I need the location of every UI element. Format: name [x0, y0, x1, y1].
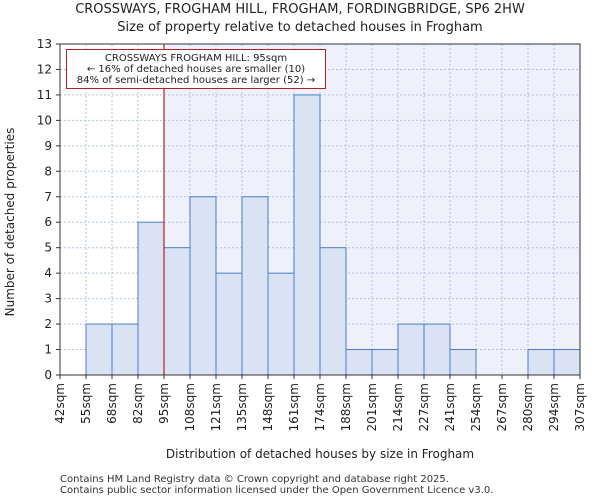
y-tick-label: 0: [44, 368, 52, 382]
x-tick-label: 294sqm: [547, 383, 561, 431]
bar: [215, 272, 243, 376]
bar: [449, 349, 477, 376]
x-tick-label: 307sqm: [573, 383, 587, 431]
x-tick-label: 108sqm: [183, 383, 197, 431]
y-axis-label: Number of detached properties: [3, 127, 17, 317]
x-tick-label: 55sqm: [79, 383, 93, 424]
bar: [397, 323, 425, 376]
y-tick-label: 5: [44, 241, 52, 255]
bar: [241, 196, 269, 376]
y-tick-label: 1: [44, 343, 52, 357]
x-tick-label: 201sqm: [365, 383, 379, 431]
x-tick-label: 280sqm: [521, 383, 535, 431]
x-tick-label: 227sqm: [417, 383, 431, 431]
x-tick-label: 82sqm: [131, 383, 145, 424]
x-tick-label: 267sqm: [495, 383, 509, 431]
y-tick-label: 13: [37, 37, 52, 51]
x-axis-label: Distribution of detached houses by size …: [166, 447, 474, 461]
bar: [527, 349, 555, 376]
y-tick-label: 11: [37, 88, 52, 102]
annotation-smaller: ← 16% of detached houses are smaller (10…: [86, 64, 306, 75]
y-tick-label: 8: [44, 164, 52, 178]
bar: [423, 323, 451, 376]
x-tick-label: 148sqm: [261, 383, 275, 431]
bar: [163, 247, 191, 376]
x-tick-label: 135sqm: [235, 383, 249, 431]
x-tick-label: 188sqm: [339, 383, 353, 431]
bar: [371, 349, 399, 376]
x-tick-label: 68sqm: [105, 383, 119, 424]
y-tick-label: 12: [37, 62, 52, 76]
footer-line-2: Contains public sector information licen…: [60, 485, 494, 496]
y-tick-label: 9: [44, 139, 52, 153]
chart-subtitle: Size of property relative to detached ho…: [117, 20, 483, 35]
bar: [267, 272, 295, 376]
bar: [293, 94, 321, 376]
annotation-title: CROSSWAYS FROGHAM HILL: 95sqm: [104, 53, 288, 64]
bar: [111, 323, 139, 376]
x-tick-label: 254sqm: [469, 383, 483, 431]
bar: [319, 247, 347, 376]
x-tick-label: 241sqm: [443, 383, 457, 431]
footer-line-1: Contains HM Land Registry data © Crown c…: [60, 474, 449, 485]
x-tick-label: 161sqm: [287, 383, 301, 431]
annotation-larger: 84% of semi-detached houses are larger (…: [76, 75, 316, 86]
bar: [345, 349, 373, 376]
bar: [85, 323, 113, 376]
chart-title: CROSSWAYS, FROGHAM HILL, FROGHAM, FORDIN…: [75, 2, 525, 17]
x-tick-label: 121sqm: [209, 383, 223, 431]
y-tick-label: 10: [37, 113, 52, 127]
bar: [189, 196, 217, 376]
annotation-box: CROSSWAYS FROGHAM HILL: 95sqm ← 16% of d…: [66, 49, 326, 89]
y-tick-label: 7: [44, 190, 52, 204]
y-tick-label: 4: [44, 266, 52, 280]
bar: [553, 349, 581, 376]
x-tick-label: 95sqm: [157, 383, 171, 424]
x-tick-label: 42sqm: [53, 383, 67, 424]
y-tick-label: 6: [44, 215, 52, 229]
y-tick-label: 2: [44, 317, 52, 331]
x-tick-label: 214sqm: [391, 383, 405, 431]
y-tick-label: 3: [44, 292, 52, 306]
bar: [137, 221, 165, 376]
x-tick-label: 174sqm: [313, 383, 327, 431]
